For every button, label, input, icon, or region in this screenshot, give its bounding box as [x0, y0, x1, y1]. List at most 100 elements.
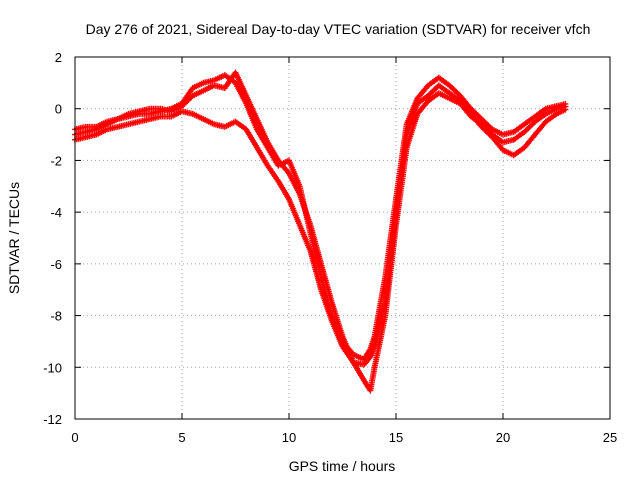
data-point [435, 74, 451, 88]
data-point [435, 82, 451, 96]
data-point [179, 86, 195, 107]
y-tick-label: -12 [43, 412, 62, 427]
data-point [367, 366, 378, 394]
y-tick-label: -8 [50, 309, 62, 324]
data-point [425, 91, 441, 104]
data-point [307, 247, 324, 291]
y-axis-label: SDTVAR / TECUs [6, 182, 22, 294]
data-point [296, 183, 313, 234]
series-track-3 [72, 72, 569, 363]
data-point [542, 106, 558, 117]
data-point [478, 123, 494, 139]
y-tick-label: -2 [50, 153, 62, 168]
data-point [318, 260, 335, 304]
grid-lines [75, 57, 610, 419]
data-point [232, 79, 249, 105]
x-tick-label: 15 [389, 430, 403, 445]
data-point [243, 100, 260, 131]
data-point [510, 122, 526, 135]
data-point [189, 110, 205, 122]
data-point [510, 130, 526, 143]
data-point [93, 127, 109, 138]
data-point [136, 116, 152, 125]
x-tick-label: 5 [178, 430, 185, 445]
data-point [286, 196, 302, 227]
data-point [189, 80, 205, 92]
data-point [146, 113, 162, 123]
data-point [521, 133, 537, 151]
data-point [253, 144, 270, 167]
data-point [553, 106, 569, 117]
data-series [72, 69, 569, 394]
data-point [371, 314, 388, 371]
data-point [500, 147, 515, 158]
data-point [393, 123, 410, 203]
data-point [371, 301, 388, 350]
data-point [360, 355, 373, 368]
data-point [521, 119, 537, 135]
data-point [232, 69, 249, 97]
data-point [339, 338, 356, 356]
data-point [93, 119, 109, 130]
data-point [414, 83, 430, 102]
y-tick-label: 0 [55, 102, 62, 117]
x-axis-label: GPS time / hours [289, 458, 396, 474]
data-point [510, 145, 526, 159]
x-tick-label: 0 [71, 430, 78, 445]
data-point [435, 90, 451, 101]
data-point [446, 82, 462, 98]
data-point [360, 347, 373, 363]
chart-title: Day 276 of 2021, Sidereal Day-to-day VTE… [86, 21, 591, 37]
data-point [339, 343, 356, 364]
data-point [221, 119, 237, 130]
data-point [532, 111, 548, 125]
data-point [382, 198, 399, 280]
data-point [532, 106, 548, 120]
data-point [328, 312, 345, 343]
data-point [211, 72, 227, 84]
data-point [371, 275, 388, 340]
y-tick-label: -4 [50, 205, 62, 220]
data-point [553, 100, 569, 110]
data-point [414, 99, 430, 117]
x-tick-label: 20 [496, 430, 510, 445]
data-point [489, 126, 505, 137]
data-point [478, 116, 494, 132]
series-track-2 [72, 82, 569, 368]
data-point [275, 178, 292, 201]
data-point [307, 229, 324, 278]
data-point [489, 134, 505, 152]
x-tick-label: 25 [603, 430, 617, 445]
data-point [403, 97, 420, 128]
data-point [532, 120, 548, 138]
data-point [264, 162, 281, 183]
data-point [367, 345, 377, 360]
data-point [168, 101, 184, 112]
data-point [521, 114, 537, 128]
data-point [189, 88, 205, 99]
y-tick-label: 2 [55, 50, 62, 65]
y-tick-label: -10 [43, 360, 62, 375]
plot-frame [74, 56, 611, 420]
data-point [467, 105, 484, 121]
data-point [114, 121, 130, 130]
data-point [125, 119, 141, 128]
data-point [382, 224, 399, 319]
data-point [457, 92, 473, 111]
data-point [232, 118, 248, 132]
data-point [296, 222, 313, 253]
data-point [264, 144, 281, 167]
axis-ticks: 0 5 10 15 20 25 -12 -10 -8 -6 -4 -2 0 2 [43, 50, 617, 445]
data-point [467, 110, 484, 129]
data-point [221, 72, 237, 85]
data-point [318, 273, 335, 317]
data-point [243, 126, 259, 149]
data-point [253, 116, 270, 144]
data-point [457, 97, 473, 116]
data-point [243, 92, 260, 121]
data-point [286, 157, 302, 188]
data-point [253, 126, 270, 149]
data-point [275, 158, 291, 169]
data-point [446, 90, 462, 103]
y-tick-label: -6 [50, 257, 62, 272]
